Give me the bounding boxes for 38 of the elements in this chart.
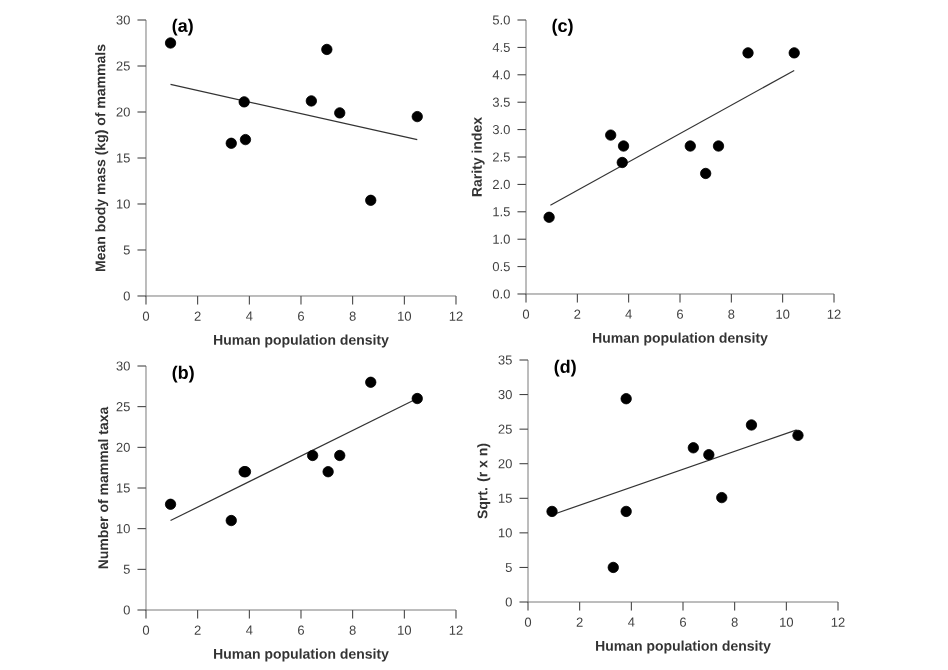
point xyxy=(700,167,712,180)
point xyxy=(321,43,333,56)
point xyxy=(712,140,725,152)
point xyxy=(616,156,628,169)
point xyxy=(792,429,804,441)
point xyxy=(225,514,237,527)
point xyxy=(239,134,252,146)
point xyxy=(788,47,800,59)
point xyxy=(605,129,617,141)
point xyxy=(703,449,715,461)
point xyxy=(620,505,632,518)
point xyxy=(543,211,555,223)
point xyxy=(742,47,754,59)
point xyxy=(164,498,177,510)
point xyxy=(365,194,377,206)
point xyxy=(334,449,346,462)
chart-title: (b) xyxy=(172,365,194,383)
point xyxy=(617,140,630,152)
point xyxy=(334,107,346,119)
point xyxy=(546,505,558,518)
point xyxy=(716,492,728,504)
point xyxy=(225,137,237,149)
point xyxy=(305,95,317,107)
point xyxy=(607,561,619,574)
point xyxy=(411,392,423,405)
point xyxy=(164,37,177,49)
point xyxy=(322,466,334,478)
chart-title: (a) xyxy=(172,18,193,36)
point xyxy=(620,393,632,405)
chart-title: (d) xyxy=(554,359,576,377)
point xyxy=(687,442,699,454)
point xyxy=(411,111,423,123)
point xyxy=(238,96,250,108)
point xyxy=(684,140,696,152)
chart-title: (c) xyxy=(552,18,573,36)
point xyxy=(745,419,758,431)
point xyxy=(307,449,319,462)
point xyxy=(365,376,377,388)
